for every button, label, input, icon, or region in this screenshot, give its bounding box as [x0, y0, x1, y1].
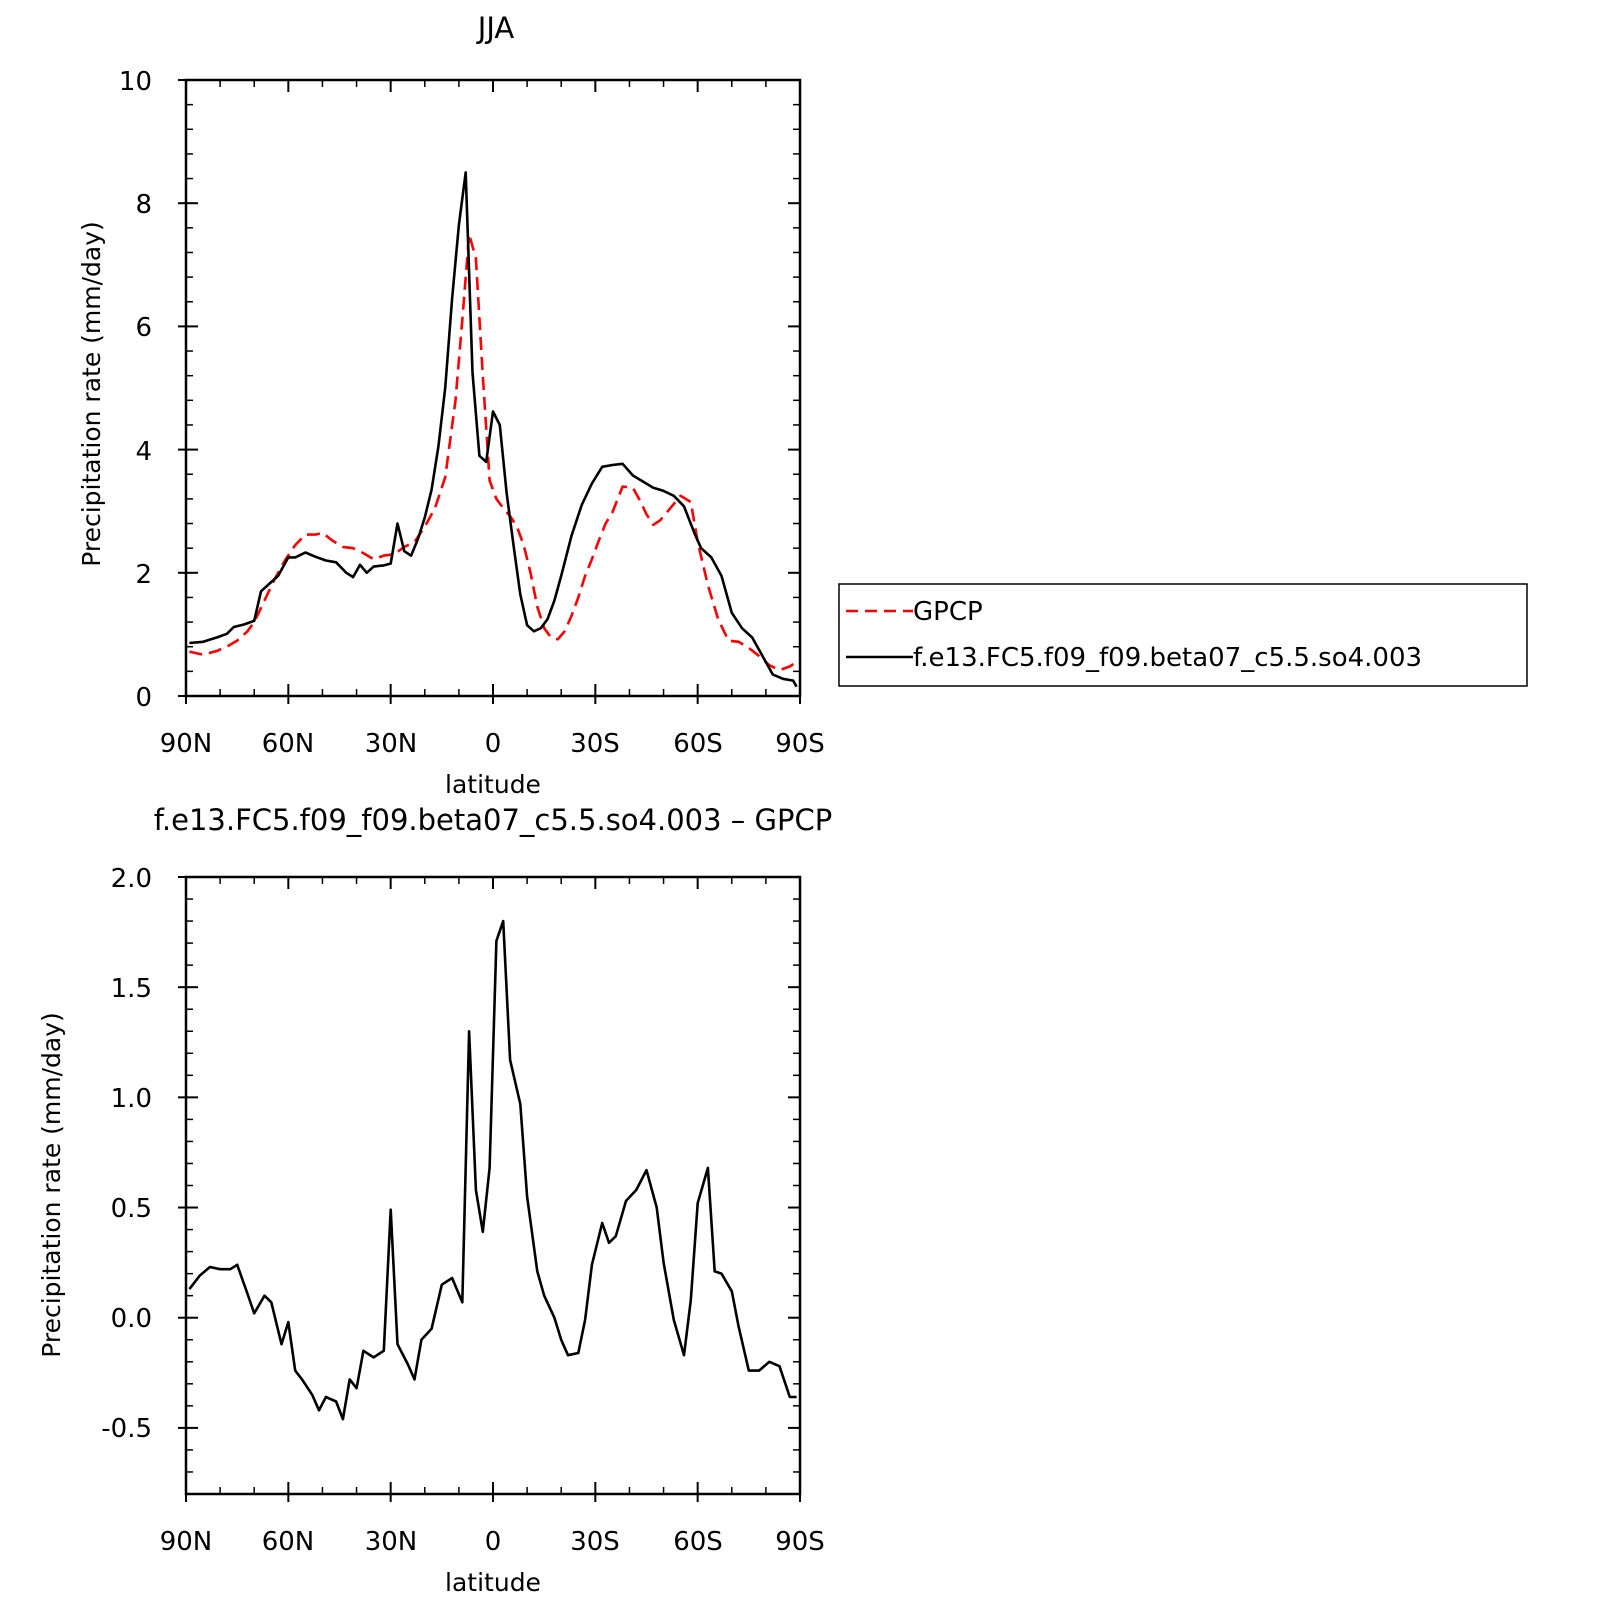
top-panel: JJA 90N 60N 30N 0 30S 60S 90S 0 2 4 6 8 …: [77, 11, 825, 799]
bottom-y-tick-label: 0.0: [111, 1304, 152, 1334]
top-plot-frame: [184, 78, 802, 698]
bottom-x-tick-label: 90S: [775, 1527, 825, 1557]
model-series-line: [189, 171, 798, 688]
top-y-tick-labels: 0 2 4 6 8 10: [119, 67, 152, 713]
bottom-x-axis-label: latitude: [445, 1568, 541, 1597]
bottom-x-tick-label: 30S: [570, 1527, 620, 1557]
top-x-tick-label: 60S: [673, 729, 723, 759]
bottom-x-tick-label: 0: [485, 1527, 502, 1557]
bottom-y-tick-label: 0.5: [111, 1194, 152, 1224]
top-x-tick-label: 30S: [570, 729, 620, 759]
legend: GPCP f.e13.FC5.f09_f09.beta07_c5.5.so4.0…: [838, 583, 1528, 687]
top-y-tick-label: 8: [135, 190, 152, 220]
bottom-x-tick-labels: 90N 60N 30N 0 30S 60S 90S: [160, 1527, 825, 1557]
top-x-tick-label: 90N: [160, 729, 213, 759]
top-x-tick-label: 90S: [775, 729, 825, 759]
bottom-ticks: [178, 876, 801, 1502]
legend-model-label: f.e13.FC5.f09_f09.beta07_c5.5.so4.003: [913, 643, 1422, 673]
difference-series-line: [188, 919, 797, 1421]
top-x-tick-labels: 90N 60N 30N 0 30S 60S 90S: [160, 729, 825, 759]
bottom-x-tick-label: 60N: [262, 1527, 315, 1557]
top-series: [189, 171, 798, 688]
legend-gpcp-label: GPCP: [913, 597, 983, 627]
gpcp-series-line: [189, 232, 798, 672]
bottom-y-tick-label: -0.5: [101, 1414, 152, 1444]
top-x-axis-label: latitude: [445, 770, 541, 799]
top-y-tick-label: 4: [135, 437, 152, 467]
bottom-y-axis-label: Precipitation rate (mm/day): [37, 1012, 66, 1358]
top-x-tick-label: 30N: [365, 729, 418, 759]
bottom-y-tick-label: 2.0: [111, 864, 152, 894]
top-y-axis-label: Precipitation rate (mm/day): [77, 221, 106, 567]
top-y-tick-label: 6: [135, 313, 152, 343]
top-x-tick-label: 0: [485, 729, 502, 759]
bottom-panel: f.e13.FC5.f09_f09.beta07_c5.5.so4.003 – …: [37, 803, 832, 1597]
top-y-tick-label: 2: [135, 560, 152, 590]
bottom-y-tick-label: 1.0: [111, 1084, 152, 1114]
top-ticks: [178, 79, 801, 704]
bottom-series: [188, 919, 797, 1421]
bottom-panel-title: f.e13.FC5.f09_f09.beta07_c5.5.so4.003 – …: [154, 803, 832, 837]
bottom-x-tick-label: 60S: [673, 1527, 723, 1557]
top-panel-title: JJA: [476, 11, 515, 45]
bottom-y-tick-label: 1.5: [111, 974, 152, 1004]
bottom-y-tick-labels: -0.5 0.0 0.5 1.0 1.5 2.0: [101, 864, 152, 1444]
bottom-x-tick-label: 90N: [160, 1527, 213, 1557]
top-y-tick-label: 0: [135, 683, 152, 713]
top-x-tick-label: 60N: [262, 729, 315, 759]
top-y-tick-label: 10: [119, 67, 152, 97]
bottom-x-tick-label: 30N: [365, 1527, 418, 1557]
legend-box: [838, 583, 1528, 687]
